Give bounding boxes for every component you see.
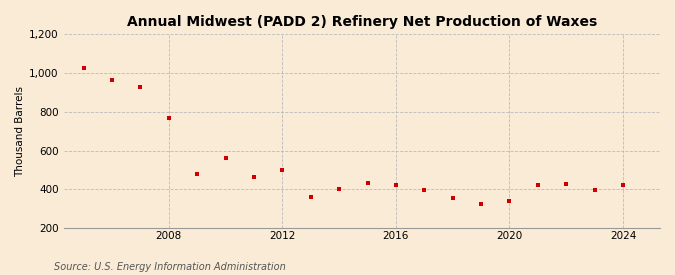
Point	[220, 156, 231, 160]
Point	[305, 195, 316, 199]
Point	[107, 78, 117, 82]
Point	[192, 172, 202, 176]
Text: Source: U.S. Energy Information Administration: Source: U.S. Energy Information Administ…	[54, 262, 286, 272]
Point	[618, 183, 628, 188]
Point	[476, 202, 487, 206]
Point	[277, 168, 288, 172]
Point	[248, 174, 259, 179]
Point	[163, 116, 174, 120]
Title: Annual Midwest (PADD 2) Refinery Net Production of Waxes: Annual Midwest (PADD 2) Refinery Net Pro…	[127, 15, 597, 29]
Point	[419, 188, 430, 192]
Point	[333, 187, 344, 191]
Point	[533, 183, 543, 188]
Point	[362, 181, 373, 186]
Point	[448, 196, 458, 200]
Point	[78, 66, 89, 70]
Point	[135, 84, 146, 89]
Point	[589, 188, 600, 192]
Point	[561, 182, 572, 187]
Point	[504, 199, 515, 203]
Y-axis label: Thousand Barrels: Thousand Barrels	[15, 86, 25, 177]
Point	[391, 183, 402, 188]
